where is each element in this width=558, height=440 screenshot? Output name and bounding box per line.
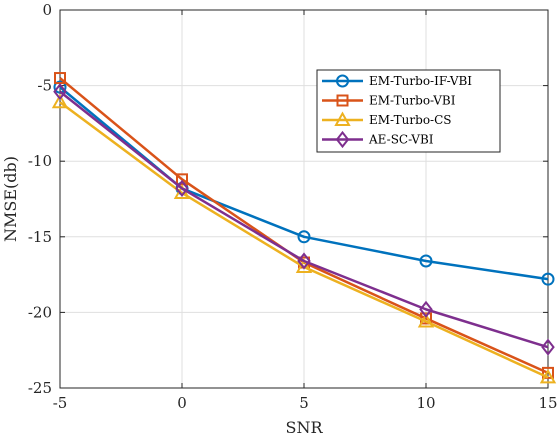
data-point-marker xyxy=(541,338,555,356)
data-point-marker xyxy=(51,93,69,109)
data-point-marker xyxy=(541,272,555,286)
series-line xyxy=(59,90,549,349)
legend-label: EM-Turbo-VBI xyxy=(369,94,456,108)
data-point-marker xyxy=(542,366,554,379)
data-point-marker xyxy=(53,83,67,101)
legend: EM-Turbo-IF-VBI EM-Turbo-VBI EM-Turbo-CS AE… xyxy=(316,69,501,153)
series-ae-sc-vbi xyxy=(53,83,555,356)
x-tick-label: 10 xyxy=(416,394,435,412)
x-tick-label: -5 xyxy=(53,394,68,412)
series-layer xyxy=(51,72,557,384)
legend-label: EM-Turbo-IF-VBI xyxy=(369,74,472,88)
y-tick-label: -5 xyxy=(37,77,52,95)
y-tick-label: -15 xyxy=(28,228,52,246)
legend-marker xyxy=(334,111,351,126)
data-point-marker xyxy=(419,300,433,318)
legend-item: EM-Turbo-VBI xyxy=(322,94,456,108)
axis-ticks: -5 0 5 10 15 0 -5 -10 -15 -20 -25 xyxy=(28,1,558,412)
data-point-marker xyxy=(417,312,435,328)
x-axis-label: SNR xyxy=(285,418,323,437)
data-point-marker xyxy=(419,254,433,268)
data-point-marker xyxy=(175,179,189,198)
data-point-marker xyxy=(176,173,188,186)
legend-item: EM-Turbo-IF-VBI xyxy=(322,74,472,88)
legend-marker xyxy=(336,74,349,88)
y-axis-label: NMSE(db) xyxy=(1,156,20,242)
legend-label: AE-SC-VBI xyxy=(368,133,434,147)
data-point-marker xyxy=(297,230,311,244)
data-point-marker xyxy=(297,252,311,270)
legend-item: EM-Turbo-CS xyxy=(322,111,452,127)
y-tick-label: -20 xyxy=(28,303,52,321)
y-tick-label: -10 xyxy=(28,152,52,170)
y-tick-label: 0 xyxy=(42,1,52,19)
x-tick-label: 0 xyxy=(177,394,187,412)
data-point-marker xyxy=(539,368,557,384)
legend-marker xyxy=(336,94,349,107)
legend-marker xyxy=(335,130,350,149)
legend-label: EM-Turbo-CS xyxy=(369,113,452,127)
y-tick-label: -25 xyxy=(28,379,52,397)
legend-item: AE-SC-VBI xyxy=(322,130,434,149)
x-tick-label: 5 xyxy=(299,394,309,412)
x-tick-label: 15 xyxy=(538,394,557,412)
data-point-marker xyxy=(295,258,313,274)
